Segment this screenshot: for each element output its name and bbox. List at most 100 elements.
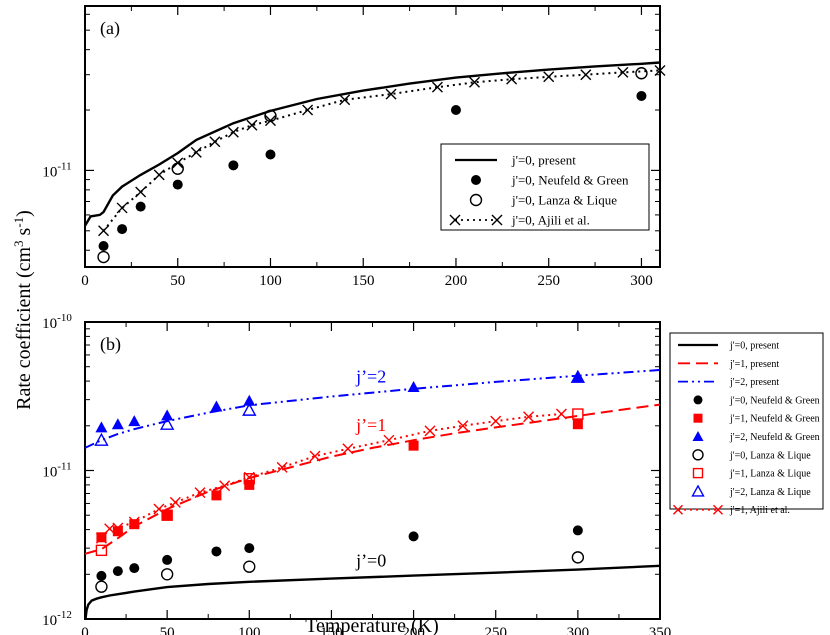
panel-a-y-tick-label: 10-11 bbox=[42, 160, 71, 180]
panel-b-legend-marker bbox=[673, 504, 683, 515]
panel-b-series-6 bbox=[95, 551, 585, 593]
panel-b-point bbox=[243, 560, 256, 573]
panel-b-legend-label: j'=1, Neufeld & Green bbox=[729, 414, 820, 425]
panel-a-point bbox=[506, 73, 518, 85]
panel-a-point bbox=[450, 105, 461, 116]
panel-b-point bbox=[160, 568, 174, 581]
panel-b-point bbox=[211, 490, 222, 501]
panel-b-point bbox=[96, 570, 107, 581]
panel-b-point bbox=[424, 425, 436, 437]
panel-b-series-line-0 bbox=[84, 564, 661, 620]
panel-b-legend-entry-2: j'=2, present bbox=[678, 377, 779, 388]
panel-b-series-5 bbox=[95, 371, 584, 433]
panel-b-point bbox=[244, 479, 255, 490]
panel-b-series-2 bbox=[84, 369, 661, 449]
panel-a-x-tick-label: 0 bbox=[81, 273, 89, 289]
panel-b-point bbox=[276, 461, 288, 473]
panel-a-legend-label: j'=0, Lanza & Lique bbox=[511, 193, 617, 208]
panel-b-legend-entry-0: j'=0, present bbox=[678, 341, 779, 352]
panel-b-series-7 bbox=[95, 408, 584, 557]
panel-a-legend-entry-1: j'=0, Neufeld & Green bbox=[471, 173, 629, 188]
panel-a-point bbox=[135, 201, 146, 212]
panel-b-point bbox=[572, 408, 584, 420]
panel-a-point bbox=[580, 69, 592, 81]
panel-b-point bbox=[112, 522, 124, 534]
panel-a-x-tick-label: 300 bbox=[630, 273, 653, 289]
panel-b-point bbox=[128, 516, 140, 528]
panel-b-series-9 bbox=[95, 408, 567, 544]
panel-b-point bbox=[571, 371, 584, 383]
panel-b-point bbox=[490, 415, 502, 427]
panel-b-legend-marker bbox=[692, 449, 704, 461]
panel-a-point bbox=[431, 81, 443, 93]
panel-b-legend-entry-4: j'=1, Neufeld & Green bbox=[693, 413, 820, 425]
panel-b-legend-label: j'=1, Lanza & Lique bbox=[729, 469, 811, 480]
panel-a-point bbox=[116, 202, 128, 214]
panel-b-legend-marker bbox=[692, 467, 704, 479]
panel-b-point bbox=[219, 480, 231, 492]
panel-b-label: (b) bbox=[100, 334, 121, 355]
panel-a-series bbox=[83, 61, 666, 264]
panel-b-legend-label: j'=2, Lanza & Lique bbox=[729, 487, 811, 498]
x-axis-title: Temperature (K) bbox=[305, 615, 439, 635]
panel-a: 0 50 100 150 200 250 300 10-11 (a) j'=0, presen… bbox=[42, 5, 666, 289]
panel-a-legend-marker bbox=[449, 214, 461, 226]
panel-b-point bbox=[243, 471, 255, 483]
panel-a-x-tick-label: 100 bbox=[259, 273, 282, 289]
panel-a-point bbox=[117, 224, 128, 235]
panel-b-legend-entry-3: j'=0, Neufeld & Green bbox=[693, 395, 820, 406]
panel-b-point bbox=[161, 509, 173, 521]
panel-a-point bbox=[98, 240, 109, 251]
panel-a-legend-marker bbox=[491, 214, 503, 226]
panel-a-legend-label: j'=0, Ajili et al. bbox=[511, 213, 590, 228]
panel-b-annotation: j’=0 bbox=[355, 551, 386, 571]
panel-b-legend-label: j'=0, Lanza & Lique bbox=[729, 450, 811, 461]
panel-b-point bbox=[95, 544, 108, 557]
panel-b-point bbox=[572, 419, 583, 430]
panel-b-legend-entry-9: j'=1, Ajili et al. bbox=[673, 504, 790, 516]
panel-a-point bbox=[135, 186, 147, 198]
panel-b-legend-entry-1: j'=1, present bbox=[678, 359, 779, 370]
panel-a-point bbox=[265, 149, 276, 160]
panel-b-series bbox=[84, 369, 661, 620]
panel-a-point bbox=[385, 88, 397, 100]
panel-b-annotation: j’=1 bbox=[355, 415, 386, 435]
panel-b-legend-entry-8: j'=2, Lanza & Lique bbox=[691, 484, 811, 498]
panel-b-point bbox=[523, 411, 535, 423]
panel-a-series-3 bbox=[98, 64, 666, 237]
y-axis-title-sup2: -1 bbox=[11, 217, 26, 228]
panel-a-legend-entry-2: j'=0, Lanza & Lique bbox=[469, 193, 617, 208]
panel-b-ticks: 0 50 100 150 200 250 300 350 10-12 10-11 10-10 bbox=[42, 312, 671, 635]
panel-a-legend-label: j'=0, Neufeld & Green bbox=[511, 173, 629, 188]
panel-b: 0 50 100 150 200 250 300 350 10-12 10-11 10-10 (b)… bbox=[42, 312, 824, 635]
panel-b-annotation: j’=2 bbox=[355, 367, 386, 387]
panel-b-legend-entry-5: j'=2, Neufeld & Green bbox=[692, 431, 820, 443]
panel-b-point bbox=[162, 554, 173, 565]
panel-b-legend-label: j'=2, present bbox=[729, 377, 779, 388]
panel-b-series-3 bbox=[96, 525, 583, 581]
panel-a-series-line-0 bbox=[83, 61, 661, 227]
panel-a-point bbox=[302, 104, 314, 116]
panel-b-legend-marker bbox=[692, 431, 704, 441]
panel-b-point bbox=[95, 421, 108, 433]
panel-b-x-tick-label: 0 bbox=[81, 625, 89, 635]
panel-b-point bbox=[407, 380, 420, 392]
panel-a-point bbox=[469, 76, 481, 88]
panel-a-point bbox=[227, 126, 239, 138]
panel-b-legend-label: j'=1, Ajili et al. bbox=[729, 505, 790, 516]
panel-b-point bbox=[570, 369, 586, 383]
y-axis-title-part2: s bbox=[13, 227, 35, 240]
y-axis-title-part1: Rate coefficient (cm bbox=[13, 247, 35, 410]
panel-b-annotations: j’=2 j’=1 j’=0 bbox=[355, 367, 386, 571]
panel-a-legend: j'=0, present j'=0, Neufeld & Green j'=0, … bbox=[440, 143, 650, 231]
panel-a-legend-box bbox=[440, 143, 650, 231]
panel-a-point bbox=[339, 94, 351, 106]
panel-b-point bbox=[244, 543, 255, 554]
panel-b-point bbox=[161, 409, 174, 421]
panel-b-legend-marker bbox=[693, 413, 703, 423]
panel-b-point bbox=[95, 580, 108, 593]
panel-a-point bbox=[190, 146, 202, 158]
panel-a-point bbox=[97, 250, 110, 264]
panel-b-x-tick-label: 100 bbox=[238, 625, 261, 635]
panel-a-legend-label: j'=0, present bbox=[511, 153, 576, 168]
